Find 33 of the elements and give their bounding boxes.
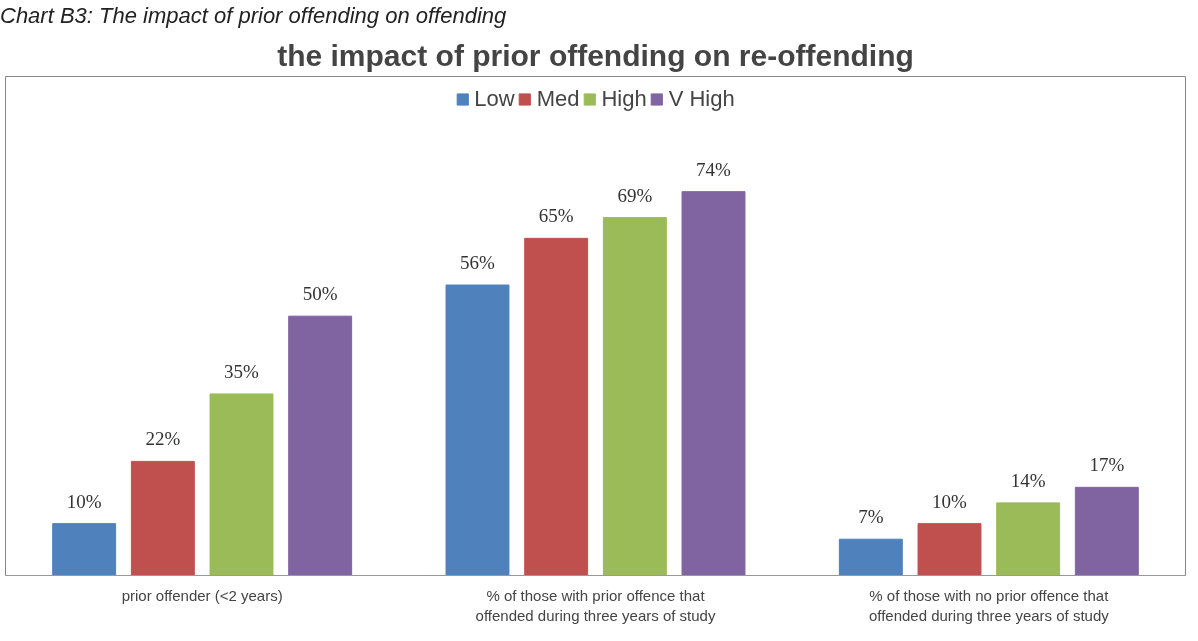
chart-title: the impact of prior offending on re-offending <box>277 38 914 72</box>
legend-label: Low <box>474 86 515 113</box>
data-label: 14% <box>1010 470 1046 492</box>
data-label: 74% <box>696 159 732 181</box>
data-label: 7% <box>858 506 884 528</box>
data-label: 69% <box>617 185 653 207</box>
data-label: 50% <box>302 283 338 305</box>
data-label: 17% <box>1089 454 1125 476</box>
data-label: 10% <box>932 491 968 513</box>
data-label: 35% <box>224 361 260 383</box>
bar <box>524 238 589 576</box>
legend-label: High <box>601 86 647 113</box>
bar <box>52 523 117 576</box>
x-tick-label: % of those with prior offence that offended during three years of study <box>475 586 716 625</box>
bar <box>288 316 353 576</box>
x-tick-label: % of those with no prior offence that offended during three years of study <box>868 586 1110 625</box>
bar <box>917 523 982 576</box>
data-label: 56% <box>460 252 496 274</box>
bar <box>996 502 1061 576</box>
bar <box>209 393 274 576</box>
data-label: 22% <box>145 428 181 450</box>
legend-label: V High <box>668 86 735 113</box>
data-label: 65% <box>538 205 574 227</box>
bar <box>681 191 746 576</box>
data-label: 10% <box>66 491 102 513</box>
caption: Chart B3: The impact of prior offending on offending <box>0 2 507 30</box>
bar <box>602 217 667 576</box>
bar <box>445 284 510 576</box>
x-tick-label: prior offender (<2 years) <box>121 586 283 604</box>
bar <box>1074 487 1139 576</box>
bar <box>130 461 195 576</box>
bar <box>838 539 903 576</box>
legend-label: Med <box>536 86 580 113</box>
